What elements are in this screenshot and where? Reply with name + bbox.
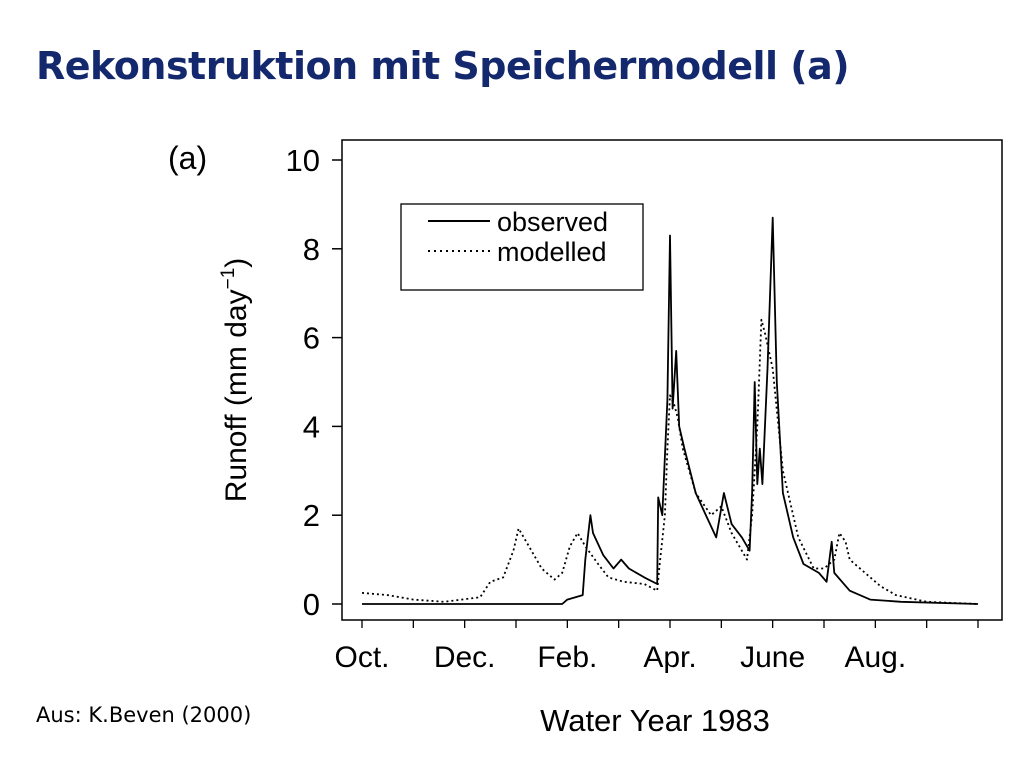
x-tick-label-oct: Oct.: [334, 641, 389, 674]
legend-observed-label: observed: [497, 207, 608, 237]
y-tick-label-2: 2: [303, 498, 320, 533]
x-tick-label-dec: Dec.: [434, 641, 496, 674]
slide-title: Rekonstruktion mit Speichermodell (a): [36, 44, 850, 88]
y-axis-label: Runoff (mm day−1): [218, 258, 253, 503]
series-line-modelled: [361, 318, 979, 605]
y-axis: 0 2 4 6 8 10: [286, 143, 342, 622]
y-tick-label-4: 4: [303, 409, 320, 444]
x-tick-label-june: June: [740, 641, 805, 674]
x-tick-label-aug: Aug.: [844, 641, 906, 674]
x-tick-label-apr: Apr.: [643, 641, 696, 674]
y-axis-label-close: ): [220, 258, 253, 268]
y-axis-label-main: Runoff (mm day: [220, 289, 253, 502]
x-axis: Oct. Dec. Feb. Apr. June Aug.: [334, 620, 979, 674]
legend: observed modelled: [400, 203, 644, 291]
plot-frame: [341, 139, 1003, 621]
series-line-observed: [362, 216, 979, 605]
y-axis-label-exponent: −1: [218, 268, 239, 290]
legend-box: [400, 203, 644, 291]
series-layer: [361, 216, 979, 605]
y-tick-label-0: 0: [303, 587, 320, 622]
x-tick-label-feb: Feb.: [537, 641, 597, 674]
source-note: Aus: K.Beven (2000): [36, 703, 252, 727]
y-tick-label-8: 8: [303, 232, 320, 267]
x-axis-label: Water Year 1983: [540, 703, 770, 738]
panel-label: (a): [168, 140, 207, 176]
y-tick-label-6: 6: [303, 321, 320, 356]
legend-modelled-label: modelled: [497, 237, 607, 267]
y-tick-label-10: 10: [286, 143, 320, 178]
